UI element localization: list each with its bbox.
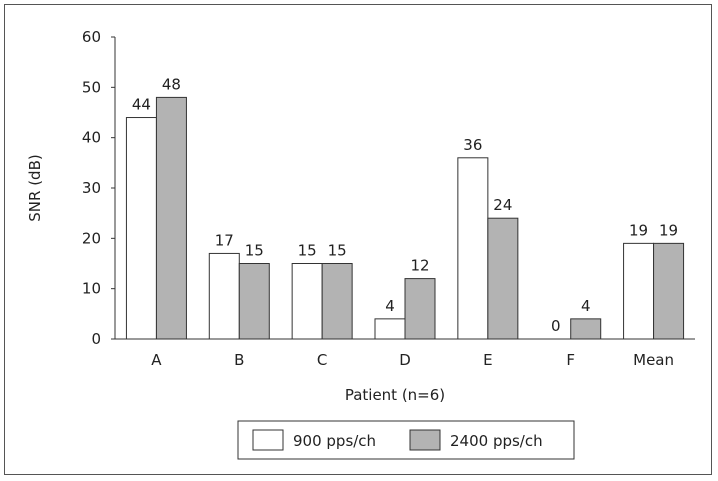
data-label: 4 — [581, 297, 591, 315]
data-label: 44 — [132, 96, 151, 114]
data-label: 0 — [551, 317, 561, 335]
bar — [653, 242, 685, 340]
data-label: 12 — [410, 257, 429, 275]
data-label: 19 — [629, 221, 648, 239]
legend-swatch — [409, 429, 441, 451]
data-label: 17 — [215, 231, 234, 249]
data-label: 48 — [162, 75, 181, 93]
bar — [125, 117, 157, 340]
y-tick-label: 30 — [82, 179, 101, 197]
data-label: 36 — [463, 136, 482, 154]
bar — [238, 263, 270, 340]
bar — [570, 318, 602, 340]
data-label: 4 — [385, 297, 395, 315]
bar — [457, 157, 489, 340]
data-label: 15 — [298, 242, 317, 260]
chart-frame — [4, 4, 712, 475]
category-label: A — [151, 351, 162, 369]
bars — [125, 96, 685, 340]
category-label: E — [483, 351, 492, 369]
legend-label: 900 pps/ch — [293, 432, 376, 450]
bar — [208, 252, 240, 340]
bar — [623, 242, 655, 340]
category-label: F — [566, 351, 575, 369]
category-label: Mean — [633, 351, 674, 369]
bar — [404, 278, 436, 340]
data-label: 15 — [328, 242, 347, 260]
category-label: B — [234, 351, 244, 369]
bar — [155, 96, 187, 340]
y-tick-labels: 0 10 20 30 40 50 60 — [82, 28, 115, 348]
legend: 900 pps/ch 2400 pps/ch — [237, 420, 575, 460]
data-label: 24 — [493, 196, 512, 214]
category-label: C — [317, 351, 327, 369]
y-tick-label: 60 — [82, 28, 101, 46]
category-labels: A B C D E F Mean — [151, 351, 674, 369]
y-tick-label: 0 — [91, 330, 101, 348]
legend-box — [237, 420, 575, 460]
y-tick-label: 10 — [82, 280, 101, 298]
bar — [291, 263, 323, 340]
legend-label: 2400 pps/ch — [450, 432, 543, 450]
bar — [487, 217, 519, 340]
data-labels: 44 48 17 15 15 15 4 12 36 24 0 4 19 19 — [132, 75, 678, 335]
bar — [374, 318, 406, 340]
y-tick-label: 20 — [82, 229, 101, 247]
data-label: 19 — [659, 221, 678, 239]
y-tick-label: 40 — [82, 129, 101, 147]
bar — [321, 263, 353, 340]
data-label: 15 — [245, 242, 264, 260]
y-axis-title: SNR (dB) — [26, 154, 44, 221]
legend-swatch — [252, 429, 284, 451]
category-label: D — [399, 351, 411, 369]
y-tick-label: 50 — [82, 78, 101, 96]
x-axis-title: Patient (n=6) — [345, 386, 445, 404]
